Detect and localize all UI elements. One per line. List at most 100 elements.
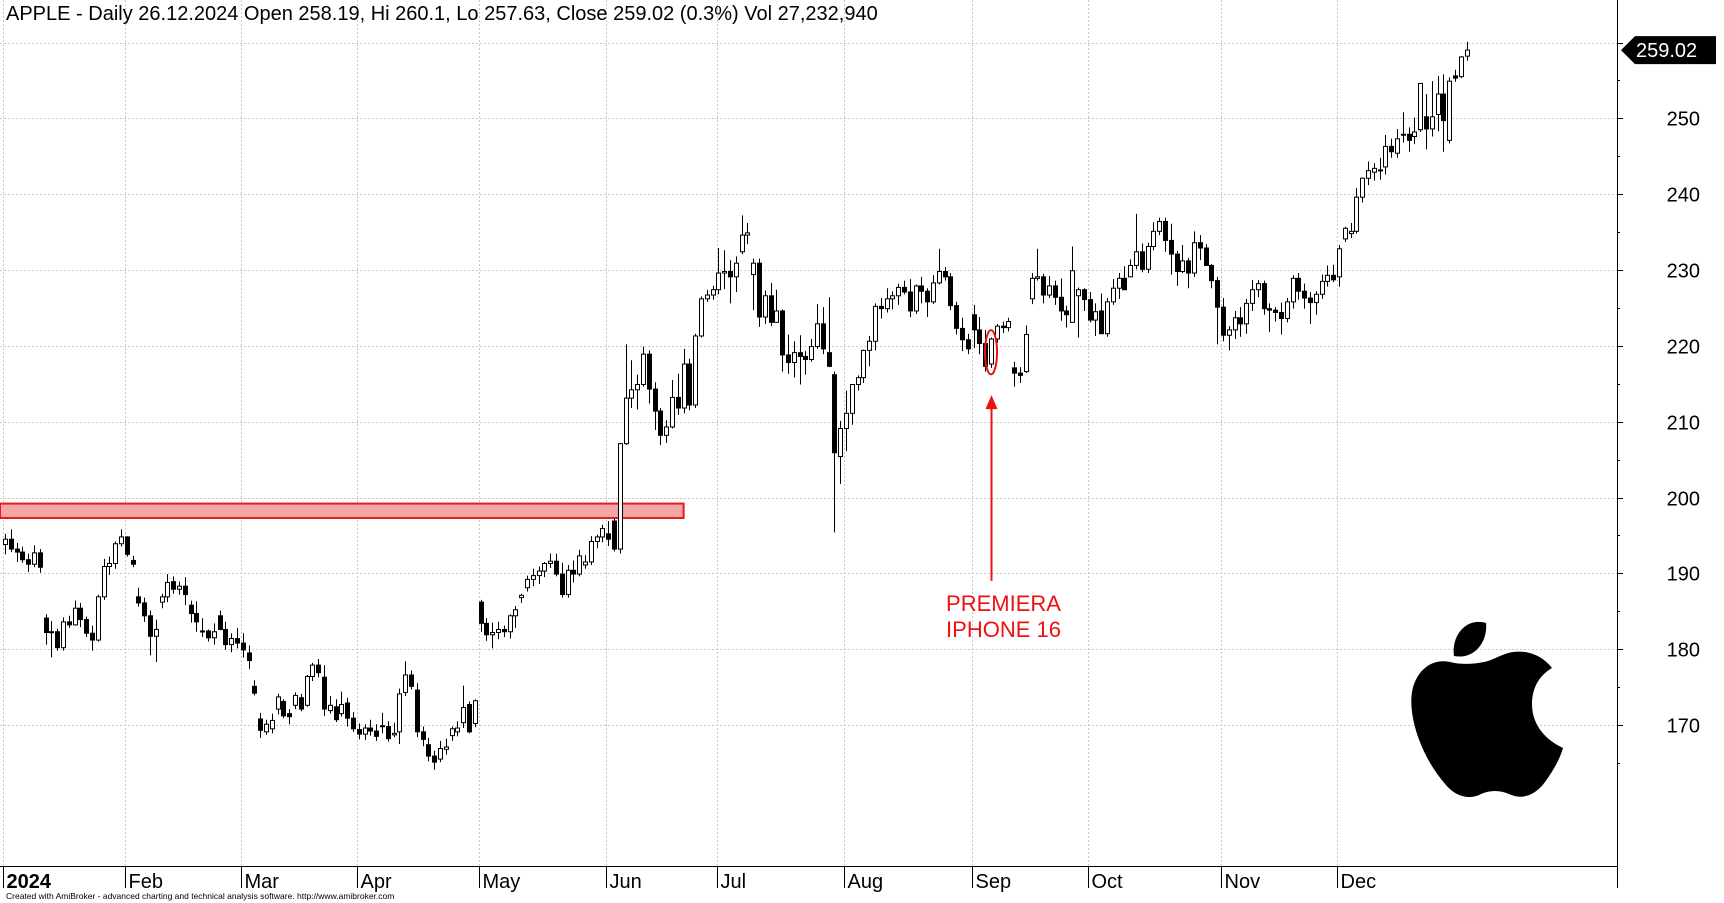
x-tick-label: Jun: [610, 871, 642, 893]
candle-body-down: [1059, 296, 1064, 312]
candle-body-up: [1030, 277, 1035, 300]
x-tick-label: Apr: [361, 871, 392, 893]
candle-body-up: [682, 363, 687, 409]
candle-body-up: [1291, 277, 1296, 303]
candle: [1082, 288, 1087, 311]
candle: [902, 280, 907, 295]
candle-body-down: [421, 731, 426, 740]
candle-body-down: [902, 286, 907, 293]
candle-body-up: [339, 704, 344, 715]
candle-body-up: [1314, 293, 1319, 304]
candle: [827, 297, 832, 368]
candle: [763, 290, 768, 324]
candle-body-up: [1047, 285, 1052, 296]
candle-body-down: [919, 285, 924, 292]
candle-body-up: [740, 234, 745, 253]
y-tick-label: 180: [1667, 640, 1700, 662]
candle: [218, 610, 223, 631]
candle: [658, 408, 663, 446]
chart-title: APPLE - Daily 26.12.2024 Open 258.19, Hi…: [6, 3, 878, 25]
candle: [44, 614, 49, 645]
candle-body-up: [1233, 317, 1238, 331]
candle-body-down: [780, 310, 785, 356]
candle: [1105, 298, 1110, 337]
candle-body-down: [142, 602, 147, 617]
candle-body-down: [803, 355, 808, 360]
candle-body-down: [554, 560, 559, 575]
candle: [1308, 291, 1313, 324]
candle: [571, 560, 576, 583]
candle: [537, 566, 542, 584]
candle-body-down: [1209, 264, 1214, 282]
candle: [728, 260, 733, 304]
candle-body-down: [832, 374, 837, 454]
candle: [1209, 263, 1214, 289]
candle-body-up: [641, 353, 646, 386]
candle: [850, 384, 855, 425]
candle: [995, 323, 1000, 343]
candle-body-up: [496, 628, 501, 633]
candle-body-up: [490, 631, 495, 636]
candle: [890, 291, 895, 310]
candle-body-down: [432, 755, 437, 763]
candle-body-down: [1238, 317, 1243, 325]
candle: [328, 696, 333, 714]
candle: [409, 670, 414, 690]
candle-body-up: [745, 232, 750, 236]
candle: [943, 266, 948, 281]
candle: [3, 533, 8, 555]
candle: [600, 524, 605, 543]
candle-body-down: [1378, 169, 1383, 172]
candle: [467, 701, 472, 734]
candle: [1227, 326, 1232, 351]
candle: [148, 610, 153, 656]
candle: [415, 683, 420, 738]
candle: [1325, 265, 1330, 287]
candle: [397, 688, 402, 744]
candle: [757, 258, 762, 327]
candle-body-up: [1151, 230, 1156, 247]
y-tick-label: 250: [1667, 109, 1700, 131]
candle: [1447, 77, 1452, 144]
candle-body-up: [461, 707, 466, 724]
candle: [1354, 188, 1359, 234]
candle-body-up: [705, 294, 710, 300]
candle-body-up: [96, 596, 101, 641]
candle: [177, 581, 182, 595]
x-tick-label: Jul: [721, 871, 747, 893]
candle: [1383, 135, 1388, 175]
candle: [641, 346, 646, 387]
candle: [374, 724, 379, 741]
candle: [502, 625, 507, 638]
candle: [1001, 321, 1006, 333]
candle-body-up: [310, 664, 315, 677]
candle: [989, 337, 994, 368]
candle-body-down: [571, 569, 576, 575]
candle-body-down: [1453, 75, 1458, 79]
candle-body-down: [479, 601, 484, 624]
candle: [705, 289, 710, 302]
candle-body-up: [264, 723, 269, 733]
candle-body-down: [380, 725, 385, 728]
candle: [751, 258, 756, 311]
candle-body-down: [1389, 145, 1394, 153]
candle: [119, 529, 124, 547]
candle: [1459, 56, 1464, 79]
candle-body-up: [1360, 177, 1365, 198]
candle: [183, 577, 188, 606]
candle-body-down: [287, 713, 292, 718]
candle: [1076, 287, 1081, 338]
candle: [189, 600, 194, 623]
candle-body-down: [409, 674, 414, 687]
candle-body-up: [914, 285, 919, 312]
candle-body-down: [183, 585, 188, 596]
candle-body-down: [206, 630, 211, 639]
candle-body-down: [38, 552, 43, 568]
candle-body-up: [392, 732, 397, 736]
candle-body-up: [229, 638, 234, 646]
candle-body-down: [977, 329, 982, 345]
candle-body-up: [722, 271, 727, 274]
candle: [1204, 244, 1209, 266]
apple-logo: [1411, 621, 1563, 797]
candle: [1320, 274, 1325, 299]
